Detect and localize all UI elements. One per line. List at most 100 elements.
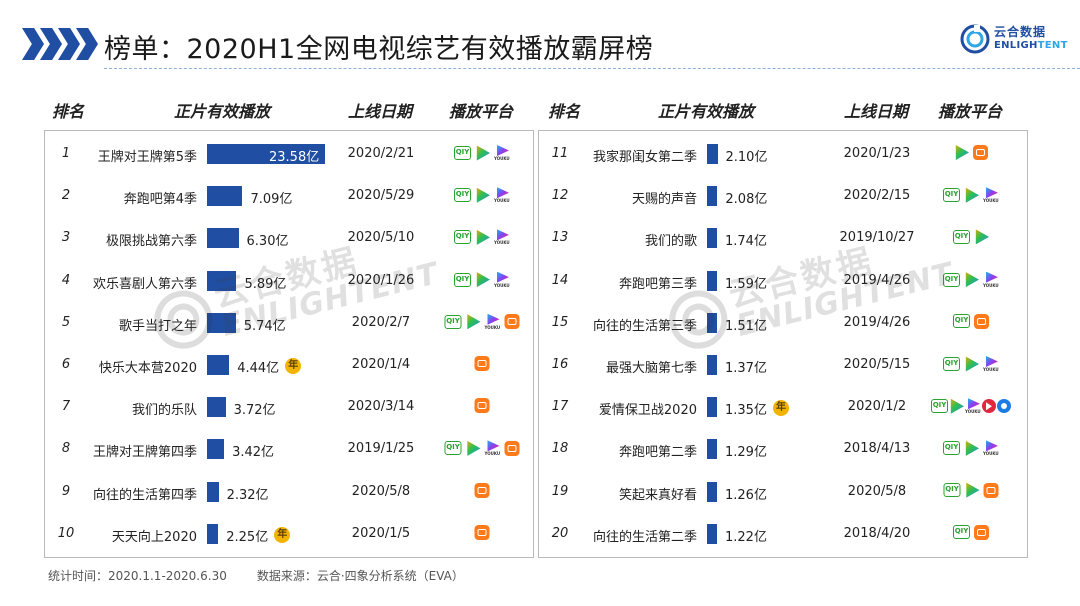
tencent-video-icon bbox=[476, 229, 490, 245]
table-row: 19 笑起来真好看 1.26亿 2020/5/8 QIY bbox=[539, 472, 1027, 514]
play-bar bbox=[707, 186, 718, 207]
row-release-date: 2020/5/29 bbox=[347, 188, 415, 204]
platform-icons: QIY bbox=[953, 229, 989, 245]
platform-icons: QIY bbox=[943, 187, 999, 203]
platform-icons bbox=[954, 145, 988, 160]
play-value-label: 4.44亿 bbox=[237, 361, 280, 376]
iqiyi-icon: QIY bbox=[444, 314, 462, 329]
play-value-label: 6.30亿 bbox=[246, 234, 289, 250]
row-release-date: 2019/4/26 bbox=[843, 272, 911, 288]
table-row: 13 我们的歌 1.74亿 2019/10/27 QIY bbox=[539, 218, 1027, 260]
iqiyi-icon: QIY bbox=[943, 357, 960, 371]
tencent-video-icon bbox=[467, 314, 481, 330]
page-title: 榜单：2020H1全网电视综艺有效播放霸屏榜 bbox=[104, 34, 654, 65]
row-release-date: 2020/5/8 bbox=[351, 483, 411, 499]
tencent-video-icon bbox=[950, 398, 964, 414]
year-badge-icon: 年 bbox=[274, 526, 291, 543]
play-value-label: 2.10亿 bbox=[725, 150, 768, 165]
row-release-date: 2020/1/5 bbox=[351, 525, 411, 541]
row-rank: 4 bbox=[61, 272, 71, 288]
row-rank: 10 bbox=[57, 525, 75, 541]
row-show-name: 奔跑吧第二季 bbox=[618, 445, 697, 461]
iqiyi-icon: QIY bbox=[454, 146, 471, 160]
platform-icons: QIY bbox=[444, 314, 520, 330]
row-rank: 5 bbox=[61, 314, 71, 330]
tencent-video-icon bbox=[965, 272, 979, 288]
play-value-label: 23.58亿 bbox=[269, 150, 320, 165]
platform-icons: QIY bbox=[943, 440, 999, 456]
iqiyi-icon: QIY bbox=[454, 230, 471, 245]
play-value-label: 1.59亿 bbox=[725, 276, 767, 292]
row-rank: 17 bbox=[551, 399, 569, 415]
col-play-header: 正片有效播放 bbox=[657, 102, 755, 121]
row-show-name: 最强大脑第七季 bbox=[605, 361, 697, 376]
mango-tv-icon bbox=[504, 440, 520, 456]
row-show-name: 快乐大本营2020 bbox=[98, 361, 197, 376]
iqiyi-icon: QIY bbox=[953, 314, 970, 329]
platform-icons bbox=[474, 356, 490, 371]
play-value-label: 3.42亿 bbox=[232, 445, 275, 461]
row-rank: 19 bbox=[551, 483, 569, 499]
youku-icon bbox=[983, 440, 999, 456]
footer-note: 统计时间：2020.1.1-2020.6.30 数据来源：云合·四象分析系统（EV… bbox=[48, 567, 464, 584]
row-rank: 8 bbox=[61, 441, 71, 457]
row-show-name: 我家那闺女第二季 bbox=[592, 150, 697, 165]
col-platform-header: 播放平台 bbox=[448, 102, 514, 121]
row-show-name: 歌手当打之年 bbox=[118, 318, 197, 334]
row-release-date: 2020/2/15 bbox=[843, 188, 911, 204]
play-bar bbox=[207, 439, 225, 460]
play-bar bbox=[207, 144, 325, 164]
tencent-video-icon bbox=[467, 440, 481, 456]
play-bar bbox=[207, 481, 219, 502]
table-row: 17 爱情保卫战2020 1.35亿年 2020/1/2 QIY bbox=[539, 387, 1027, 429]
row-rank: 14 bbox=[551, 272, 569, 288]
platform-icons bbox=[474, 524, 490, 540]
col-rank-header: 排名 bbox=[547, 102, 581, 121]
mango-tv-icon bbox=[974, 524, 989, 540]
table-row: 12 天赐的声音 2.08亿 2020/2/15 QIY bbox=[539, 176, 1027, 218]
row-rank: 12 bbox=[551, 188, 569, 204]
youku-icon bbox=[983, 356, 999, 372]
row-show-name: 欢乐喜剧人第六季 bbox=[92, 276, 197, 292]
row-release-date: 2020/3/14 bbox=[347, 399, 415, 415]
youku-icon bbox=[983, 187, 999, 203]
mango-tv-icon bbox=[973, 145, 988, 160]
tencent-video-icon bbox=[965, 187, 979, 203]
row-rank: 15 bbox=[551, 314, 569, 330]
play-bar bbox=[207, 312, 236, 333]
row-rank: 18 bbox=[551, 441, 569, 457]
platform-icons: QIY bbox=[953, 313, 989, 329]
row-release-date: 2020/1/2 bbox=[847, 399, 907, 415]
play-value-label: 7.09亿 bbox=[250, 192, 293, 208]
ranking-table-right: 11 我家那闺女第二季 2.10亿 2020/1/23 12 天赐的声音 2.08亿 2020… bbox=[538, 130, 1028, 558]
play-bar bbox=[207, 355, 230, 375]
platform-icons: QIY bbox=[931, 398, 1011, 414]
play-value-label: 1.29亿 bbox=[725, 445, 767, 461]
play-bar bbox=[707, 523, 717, 544]
row-show-name: 向往的生活第二季 bbox=[592, 529, 697, 545]
row-show-name: 王牌对王牌第5季 bbox=[97, 150, 197, 165]
iqiyi-icon: QIY bbox=[953, 525, 970, 540]
logo-circle-icon bbox=[960, 24, 990, 54]
pptv-icon bbox=[997, 399, 1011, 414]
col-play-header: 正片有效播放 bbox=[173, 102, 271, 121]
play-bar bbox=[707, 270, 717, 291]
column-headers-right: 排名 正片有效播放 上线日期 播放平台 bbox=[538, 98, 1028, 124]
col-platform-header: 播放平台 bbox=[937, 102, 1003, 121]
platform-icons: QIY bbox=[444, 440, 520, 456]
row-rank: 16 bbox=[551, 357, 569, 372]
play-value-label: 1.51亿 bbox=[725, 318, 767, 334]
row-release-date: 2020/2/7 bbox=[351, 314, 411, 330]
platform-icons: QIY bbox=[454, 272, 510, 288]
youku-icon bbox=[485, 440, 501, 456]
row-show-name: 天赐的声音 bbox=[631, 192, 697, 208]
platform-icons: QIY bbox=[953, 524, 989, 540]
tencent-video-icon bbox=[476, 272, 490, 288]
play-bar bbox=[707, 144, 718, 164]
ranking-table-left: 1王牌对王牌第5季23.58亿2020/2/21QIY2奔跑吧第4季7.09亿2… bbox=[44, 130, 534, 558]
play-value-label: 1.26亿 bbox=[725, 487, 767, 503]
table-row: 7 我们的乐队 3.72亿 2020/3/14 bbox=[45, 387, 533, 429]
row-rank: 6 bbox=[61, 357, 71, 372]
row-rank: 7 bbox=[61, 399, 71, 415]
row-rank: 1 bbox=[61, 146, 71, 161]
